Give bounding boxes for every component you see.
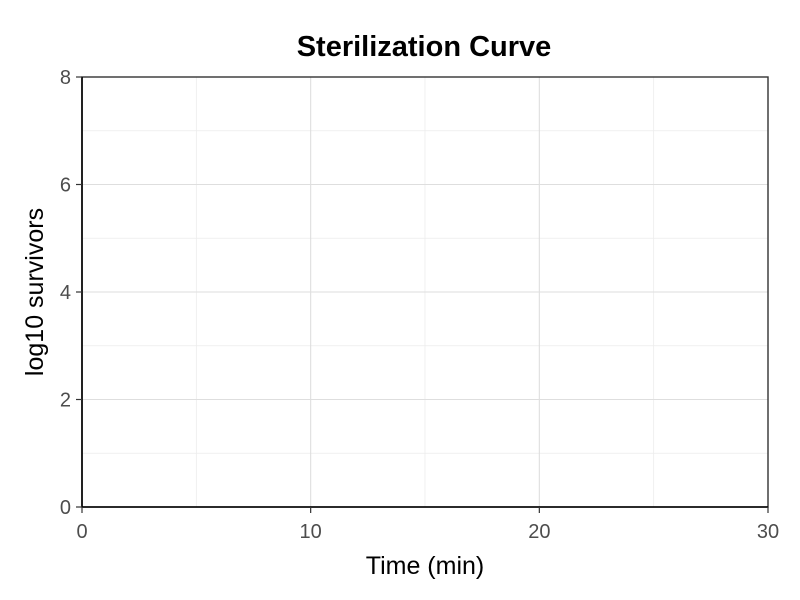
x-tick-label: 0	[76, 521, 87, 543]
y-tick-label: 8	[60, 67, 71, 89]
x-tick-label: 30	[757, 521, 779, 543]
y-axis-label: log10 survivors	[21, 208, 49, 376]
x-axis-label: Time (min)	[366, 552, 485, 580]
y-tick-label: 2	[60, 390, 71, 412]
y-tick-label: 6	[60, 175, 71, 197]
x-axis-ticks: 0 10 20 30	[76, 507, 779, 543]
x-tick-label: 20	[528, 521, 550, 543]
minor-gridlines	[82, 77, 768, 507]
chart-title: Sterilization Curve	[297, 31, 552, 63]
y-tick-label: 4	[60, 282, 71, 304]
y-tick-label: 0	[60, 497, 71, 519]
x-tick-label: 10	[300, 521, 322, 543]
y-axis-ticks: 0 2 4 6 8	[60, 67, 82, 519]
